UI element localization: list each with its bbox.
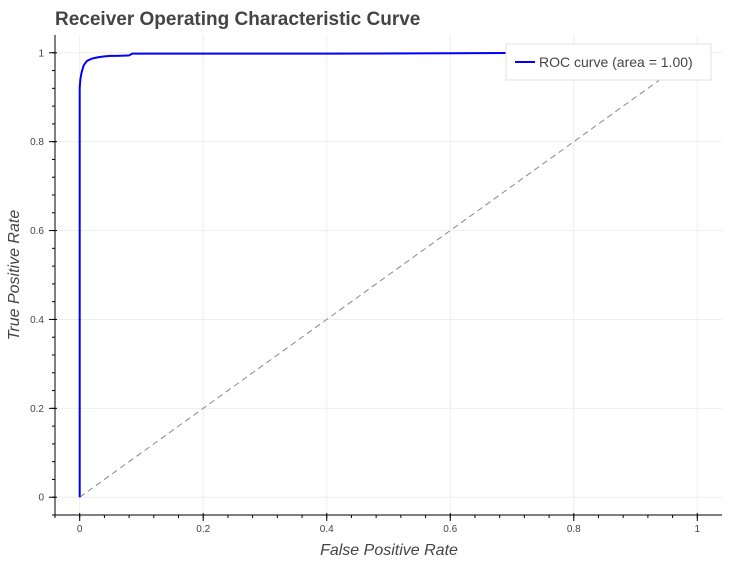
axes: 0 0.2 0.4 0.6 0.8 1 0 0.2 0.4 0.6 0.8 1 <box>30 35 722 535</box>
x-axis-label: False Positive Rate <box>320 542 458 559</box>
chance-diagonal-line <box>79 52 698 498</box>
roc-curve-line <box>78 51 698 498</box>
grid <box>55 35 722 515</box>
x-tick-label: 0 <box>77 524 83 535</box>
x-tick-label: 0.8 <box>567 524 581 535</box>
y-tick-label: 0.6 <box>30 226 44 237</box>
x-tick-label: 0.2 <box>196 524 210 535</box>
y-axis-label: True Positive Rate <box>6 210 23 341</box>
x-tick-label: 1 <box>695 524 701 535</box>
legend: ROC curve (area = 1.00) <box>505 43 712 81</box>
chart-title: Receiver Operating Characteristic Curve <box>55 9 420 30</box>
legend-label: ROC curve (area = 1.00) <box>539 54 693 70</box>
y-tick-label: 0.8 <box>30 137 44 148</box>
x-tick-label: 0.6 <box>443 524 457 535</box>
series-layer <box>78 51 698 498</box>
y-tick-label: 0.4 <box>30 315 44 326</box>
y-tick-label: 0.2 <box>30 404 44 415</box>
y-tick-label: 1 <box>38 48 44 59</box>
x-tick-label: 0.4 <box>320 524 334 535</box>
legend-box <box>505 43 712 81</box>
y-tick-label: 0 <box>38 493 44 504</box>
